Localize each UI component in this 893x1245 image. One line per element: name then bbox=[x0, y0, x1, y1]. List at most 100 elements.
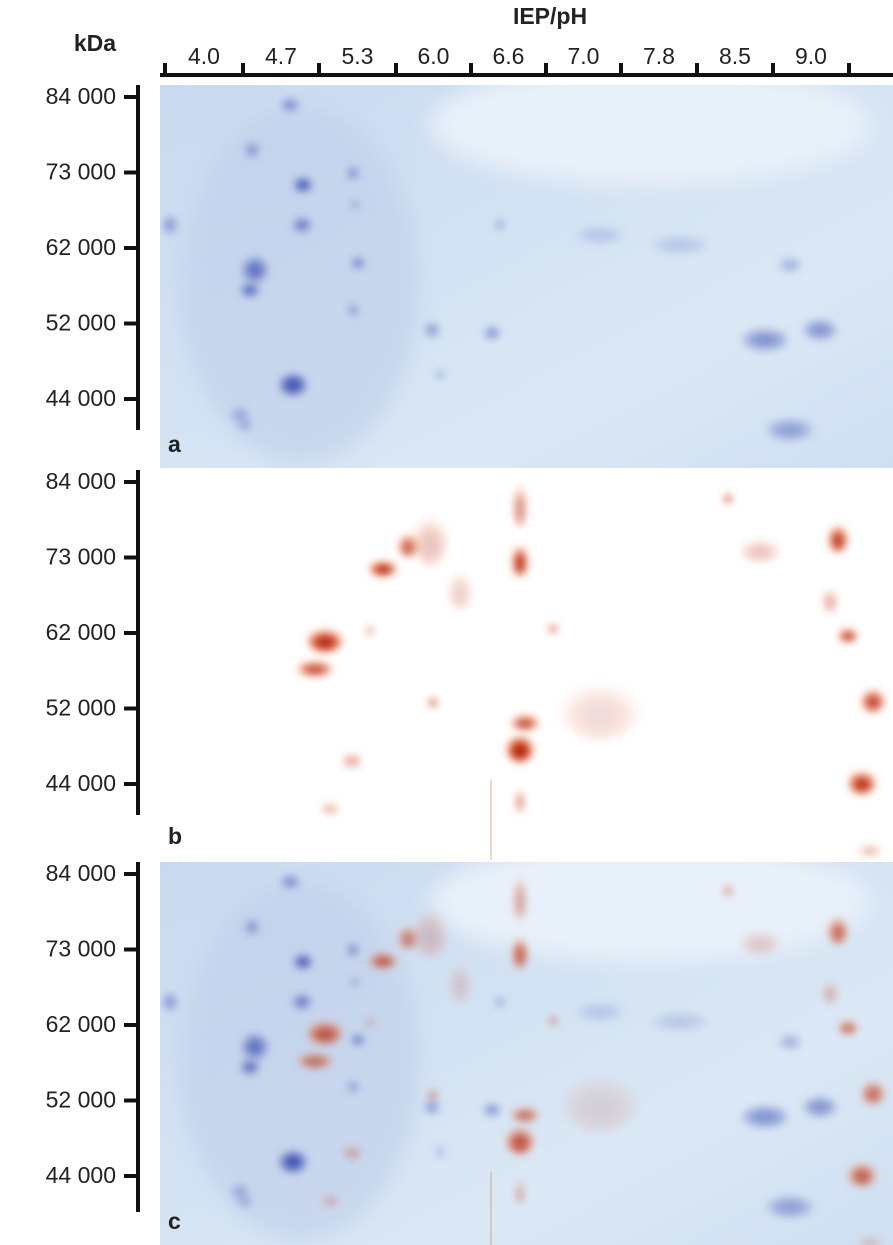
protein-spot bbox=[241, 256, 269, 284]
protein-spot bbox=[575, 225, 625, 245]
protein-spot bbox=[241, 1033, 269, 1061]
protein-spot bbox=[297, 660, 333, 676]
ph-label: 6.0 bbox=[418, 43, 450, 69]
protein-spot bbox=[828, 524, 848, 552]
protein-spot bbox=[278, 1150, 308, 1174]
protein-spot bbox=[506, 1126, 534, 1154]
protein-spot bbox=[428, 697, 438, 707]
protein-spot bbox=[280, 98, 300, 112]
protein-spot bbox=[548, 1015, 558, 1025]
protein-spot bbox=[740, 930, 780, 954]
protein-spot bbox=[448, 570, 472, 610]
mw-label: 52 000 bbox=[46, 1087, 116, 1113]
protein-spot bbox=[347, 943, 359, 957]
protein-spot bbox=[512, 544, 528, 576]
protein-spot bbox=[513, 875, 527, 919]
haze bbox=[180, 105, 420, 465]
gel-image bbox=[160, 470, 893, 860]
protein-spot bbox=[412, 907, 448, 957]
protein-spot bbox=[512, 936, 528, 968]
protein-spot bbox=[740, 1105, 790, 1129]
ph-label: 8.5 bbox=[719, 43, 751, 69]
protein-spot bbox=[365, 1017, 375, 1027]
protein-spot bbox=[293, 954, 313, 970]
mw-label: 84 000 bbox=[46, 468, 116, 494]
gel-background bbox=[160, 470, 893, 860]
panel-letter: b bbox=[168, 823, 182, 849]
protein-spot bbox=[292, 994, 312, 1010]
protein-spot bbox=[861, 688, 885, 712]
y-axis-title: kDa bbox=[74, 30, 116, 56]
protein-spot bbox=[560, 1072, 640, 1132]
protein-spot bbox=[321, 1194, 339, 1206]
protein-spot bbox=[822, 980, 838, 1004]
gel-image bbox=[160, 85, 893, 468]
mw-label: 73 000 bbox=[46, 936, 116, 962]
protein-spot bbox=[650, 235, 710, 255]
protein-spot bbox=[861, 1080, 885, 1104]
protein-spot bbox=[434, 1146, 446, 1158]
protein-spot bbox=[575, 1002, 625, 1022]
protein-spot bbox=[342, 1145, 362, 1159]
mw-label: 62 000 bbox=[46, 234, 116, 260]
protein-spot bbox=[778, 1034, 802, 1050]
mw-label: 73 000 bbox=[46, 544, 116, 570]
protein-spot bbox=[342, 753, 362, 767]
mw-label: 62 000 bbox=[46, 619, 116, 645]
protein-spot bbox=[237, 1196, 253, 1208]
protein-spot bbox=[369, 952, 397, 968]
protein-spot bbox=[506, 734, 534, 762]
panel-letter: c bbox=[168, 1208, 181, 1234]
protein-spot bbox=[723, 884, 733, 896]
protein-spot bbox=[778, 257, 802, 273]
protein-spot bbox=[424, 322, 440, 338]
ph-label: 4.0 bbox=[188, 43, 220, 69]
protein-spot bbox=[513, 483, 527, 527]
gel-image bbox=[160, 862, 893, 1245]
protein-spot bbox=[765, 1195, 815, 1219]
protein-spot bbox=[350, 977, 360, 987]
protein-spot bbox=[351, 1034, 365, 1046]
protein-spot bbox=[412, 515, 448, 565]
protein-spot bbox=[828, 916, 848, 944]
protein-spot bbox=[740, 328, 790, 352]
protein-spot bbox=[307, 1020, 343, 1044]
protein-spot bbox=[321, 802, 339, 814]
gel-panel: 84 000 73 000 62 000 52 000 44 000 a bbox=[46, 83, 893, 468]
protein-spot bbox=[280, 875, 300, 889]
protein-spot bbox=[858, 1236, 882, 1245]
protein-spot bbox=[448, 962, 472, 1002]
x-axis-title: IEP/pH bbox=[513, 3, 587, 29]
ph-label: 4.7 bbox=[265, 43, 297, 69]
mw-label: 44 000 bbox=[46, 385, 116, 411]
protein-spot bbox=[858, 844, 882, 856]
protein-spot bbox=[244, 142, 260, 158]
protein-spot bbox=[278, 373, 308, 397]
protein-spot bbox=[650, 1012, 710, 1032]
protein-spot bbox=[428, 1089, 438, 1099]
panel-letter: a bbox=[168, 431, 181, 457]
ph-label: 7.8 bbox=[643, 43, 675, 69]
protein-spot bbox=[369, 560, 397, 576]
mw-label: 44 000 bbox=[46, 1162, 116, 1188]
mw-label: 73 000 bbox=[46, 159, 116, 185]
protein-spot bbox=[365, 625, 375, 635]
protein-spot bbox=[347, 166, 359, 180]
mw-label: 84 000 bbox=[46, 860, 116, 886]
protein-spot bbox=[292, 217, 312, 233]
protein-spot bbox=[293, 177, 313, 193]
gel-panel: 84 000 73 000 62 000 52 000 44 000 c bbox=[46, 860, 893, 1245]
protein-spot bbox=[802, 1096, 838, 1118]
protein-spot bbox=[237, 419, 253, 431]
protein-spot bbox=[802, 319, 838, 341]
protein-spot bbox=[494, 996, 506, 1008]
mw-label: 52 000 bbox=[46, 310, 116, 336]
protein-spot bbox=[740, 538, 780, 562]
protein-spot bbox=[424, 1099, 440, 1115]
protein-spot bbox=[494, 219, 506, 231]
protein-spot bbox=[848, 770, 876, 794]
protein-spot bbox=[347, 1081, 359, 1093]
protein-spot bbox=[548, 623, 558, 633]
protein-spot bbox=[838, 1020, 858, 1034]
